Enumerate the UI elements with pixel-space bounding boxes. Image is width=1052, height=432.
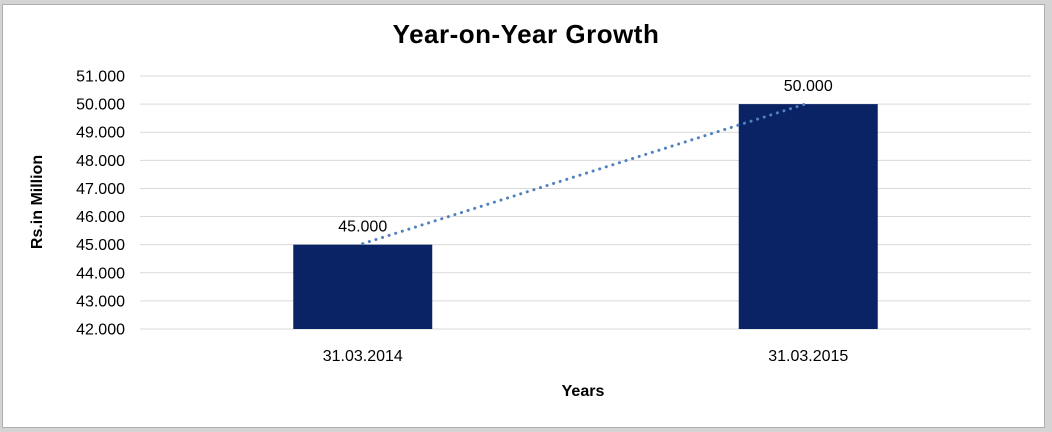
trendline [361, 101, 810, 246]
y-tick-label: 45.000 [76, 237, 125, 254]
y-tick-label: 50.000 [76, 97, 125, 114]
y-tick-label: 51.000 [76, 69, 125, 86]
y-tick-label: 47.000 [76, 181, 125, 198]
bar [738, 104, 878, 329]
y-tick-label: 46.000 [76, 209, 125, 226]
x-category-label: 31.03.2015 [768, 348, 848, 365]
x-axis-title: Years [561, 383, 605, 400]
y-tick-label: 43.000 [76, 293, 125, 310]
bar [293, 244, 433, 329]
y-tick-label: 48.000 [76, 153, 125, 170]
y-tick-label: 42.000 [76, 322, 125, 339]
x-category-label: 31.03.2014 [323, 348, 403, 365]
bar-value-label: 45.000 [338, 219, 387, 236]
bar-value-label: 50.000 [784, 78, 833, 95]
y-tick-label: 44.000 [76, 265, 125, 282]
chart-title: Year-on-Year Growth [392, 19, 660, 49]
y-tick-label: 49.000 [76, 125, 125, 142]
